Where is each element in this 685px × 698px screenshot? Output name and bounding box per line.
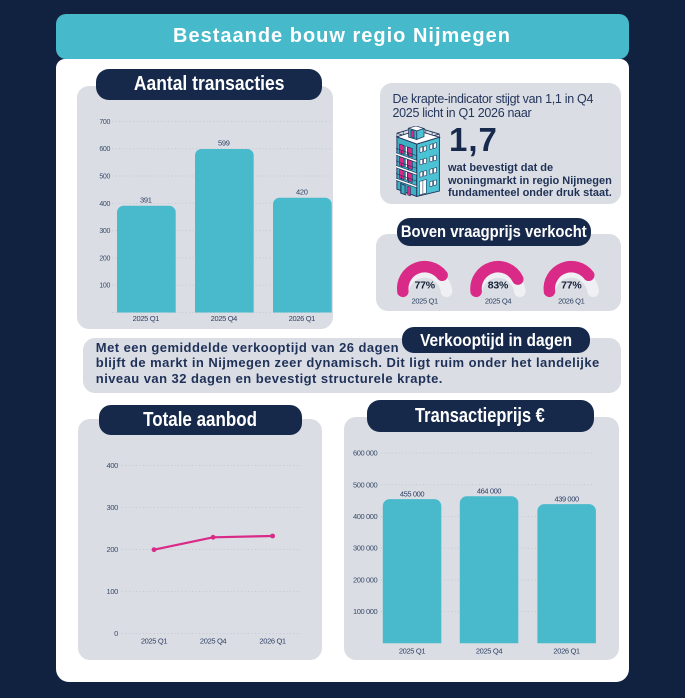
svg-text:500: 500: [99, 173, 110, 180]
svg-text:391: 391: [140, 195, 152, 204]
svg-text:300: 300: [99, 228, 110, 235]
svg-text:2025 Q4: 2025 Q4: [485, 297, 512, 306]
svg-text:300 000: 300 000: [353, 544, 378, 553]
svg-text:400 000: 400 000: [353, 512, 378, 521]
svg-text:200: 200: [99, 255, 110, 262]
svg-text:200 000: 200 000: [353, 575, 378, 584]
svg-text:2026 Q1: 2026 Q1: [289, 314, 316, 323]
svg-text:2025 Q4: 2025 Q4: [476, 647, 503, 656]
svg-text:77%: 77%: [414, 280, 435, 292]
svg-text:0: 0: [114, 629, 118, 638]
svg-text:2026 Q1: 2026 Q1: [259, 637, 286, 646]
svg-text:100 000: 100 000: [353, 607, 378, 616]
svg-text:2025 Q4: 2025 Q4: [200, 637, 227, 646]
svg-text:400: 400: [99, 200, 110, 207]
svg-text:500 000: 500 000: [353, 480, 378, 489]
svg-text:300: 300: [107, 503, 119, 512]
svg-text:2025 Q1: 2025 Q1: [133, 314, 160, 323]
svg-text:600 000: 600 000: [353, 449, 378, 458]
svg-text:83%: 83%: [488, 280, 509, 292]
svg-text:439 000: 439 000: [554, 494, 579, 503]
svg-text:599: 599: [218, 138, 230, 147]
svg-text:100: 100: [99, 282, 110, 289]
svg-text:455 000: 455 000: [400, 489, 425, 498]
svg-text:77%: 77%: [561, 280, 582, 292]
svg-text:2025 Q1: 2025 Q1: [412, 297, 439, 306]
svg-text:600: 600: [99, 146, 110, 153]
svg-text:100: 100: [107, 587, 119, 596]
svg-text:2025 Q4: 2025 Q4: [211, 314, 238, 323]
svg-text:420: 420: [296, 187, 308, 196]
svg-text:2025 Q1: 2025 Q1: [399, 647, 426, 656]
svg-text:2026 Q1: 2026 Q1: [553, 647, 580, 656]
svg-text:200: 200: [107, 545, 119, 554]
svg-text:700: 700: [99, 118, 110, 125]
svg-text:2025 Q1: 2025 Q1: [141, 637, 168, 646]
svg-text:400: 400: [107, 461, 119, 470]
svg-text:464 000: 464 000: [477, 487, 502, 496]
svg-text:2026 Q1: 2026 Q1: [558, 297, 585, 306]
